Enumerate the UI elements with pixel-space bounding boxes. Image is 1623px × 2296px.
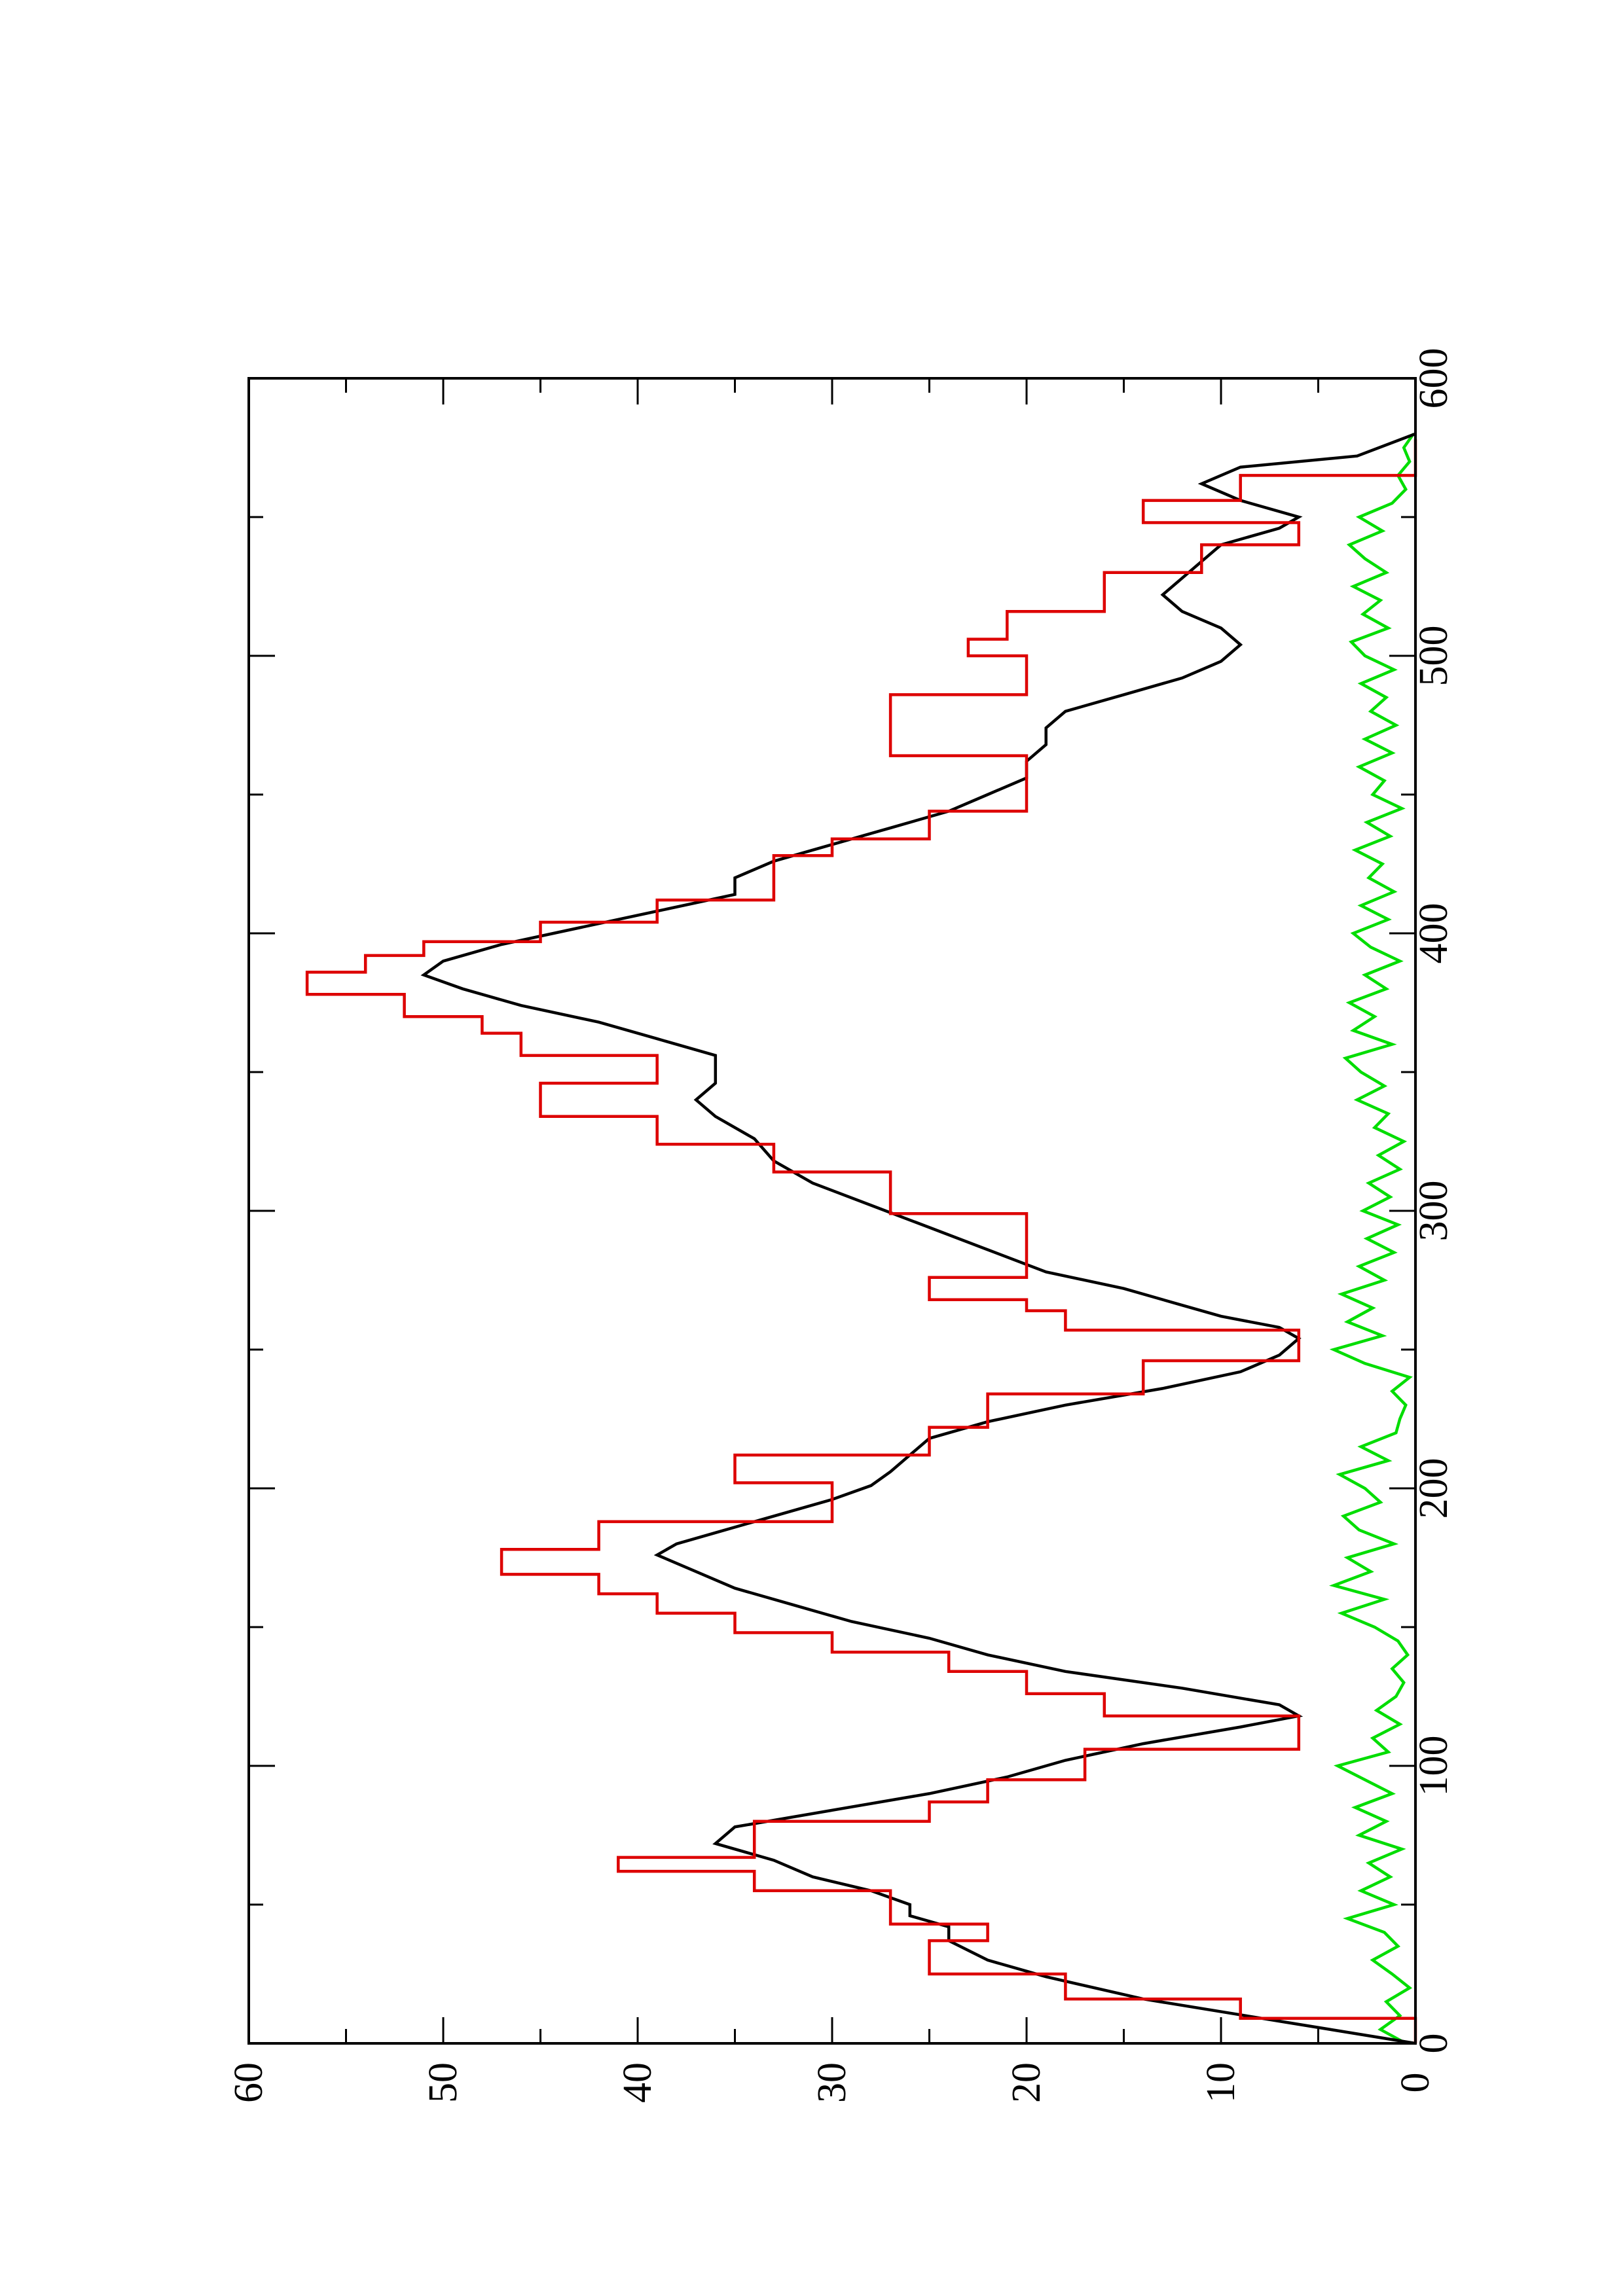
x-tick-label: 0 bbox=[1412, 2034, 1456, 2054]
y-tick-label: 10 bbox=[1199, 2062, 1243, 2103]
series-layer bbox=[305, 432, 1417, 2045]
y-tick-label: 50 bbox=[421, 2062, 465, 2103]
x-tick-label: 400 bbox=[1412, 903, 1456, 964]
y-tick-label: 60 bbox=[227, 2062, 271, 2103]
y-tick-label: 40 bbox=[615, 2062, 660, 2103]
y-tick-label: 20 bbox=[1004, 2062, 1049, 2103]
plot-area bbox=[305, 432, 1417, 2045]
x-tick-label: 500 bbox=[1412, 626, 1456, 687]
axes: 0 100 200 300 400 500 600 0 10 20 30 40 50 60 bbox=[227, 348, 1456, 2104]
x-tick-label: 200 bbox=[1412, 1458, 1456, 1519]
x-tick-label: 100 bbox=[1412, 1736, 1456, 1797]
x-tick-label: 300 bbox=[1412, 1181, 1456, 1242]
y-tick-label: 30 bbox=[810, 2062, 854, 2103]
x-tick-label: 600 bbox=[1412, 348, 1456, 409]
series-line-red bbox=[305, 439, 1417, 2043]
series-line-green bbox=[1329, 433, 1415, 2045]
y-tick-label: 0 bbox=[1393, 2073, 1438, 2093]
series-line-black bbox=[420, 432, 1416, 2045]
